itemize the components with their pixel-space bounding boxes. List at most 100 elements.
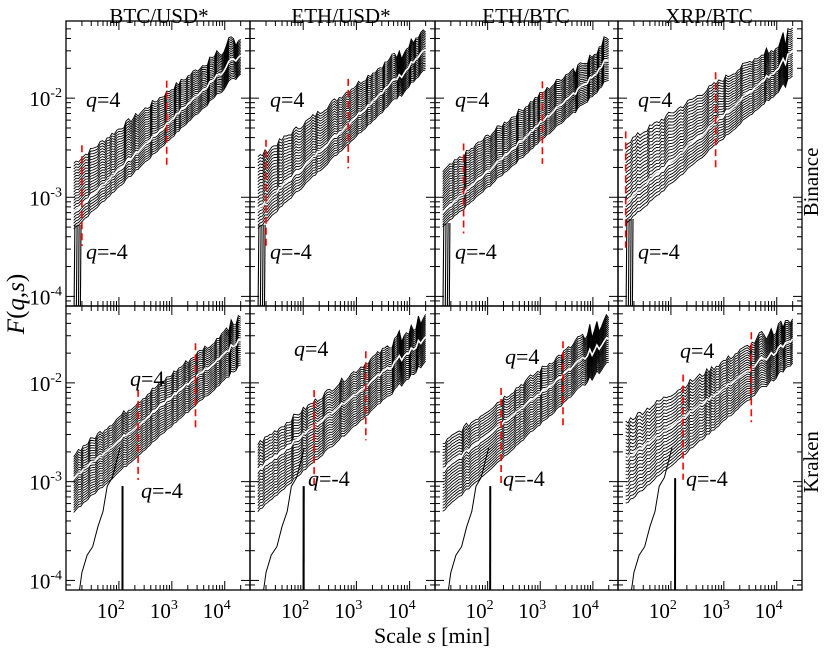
fluctuation-curve bbox=[73, 67, 241, 218]
fluctuation-curve bbox=[442, 51, 609, 192]
fluctuation-curve-lowq bbox=[79, 447, 121, 590]
fluctuation-curve bbox=[442, 71, 609, 216]
x-tick-label: 104 bbox=[203, 598, 231, 623]
fluctuation-curve bbox=[73, 73, 242, 230]
fluctuation-curve-q2 bbox=[73, 338, 241, 480]
x-tick-label: 102 bbox=[649, 598, 677, 623]
fluctuation-curve bbox=[257, 43, 426, 183]
fluctuation-curve bbox=[442, 315, 610, 448]
fluctuation-curve bbox=[442, 328, 610, 465]
fluctuation-curve bbox=[73, 354, 241, 501]
fluctuation-curve bbox=[625, 48, 793, 181]
fluctuation-curve bbox=[257, 67, 426, 226]
fluctuation-curve-drop bbox=[79, 224, 82, 306]
fluctuation-curve bbox=[625, 326, 794, 438]
fluctuation-curve bbox=[73, 341, 241, 487]
fluctuation-curve bbox=[625, 56, 793, 194]
fluctuation-curve bbox=[442, 347, 609, 492]
fluctuation-curve-q2 bbox=[257, 336, 427, 472]
fluctuation-curve-q2 bbox=[257, 49, 426, 210]
fluctuation-curve bbox=[625, 54, 793, 191]
fluctuation-curve bbox=[73, 36, 241, 164]
fluctuation-curve bbox=[73, 49, 241, 184]
x-tick-label: 104 bbox=[571, 598, 599, 623]
fluctuation-curve bbox=[625, 328, 794, 442]
fluctuation-curve bbox=[625, 330, 794, 445]
fluctuation-curve bbox=[73, 323, 241, 467]
fluctuation-curve bbox=[442, 74, 609, 221]
fluctuation-curve bbox=[625, 339, 794, 462]
fluctuation-curve-drop bbox=[263, 224, 266, 306]
fluctuation-curve bbox=[625, 69, 794, 215]
fluctuation-curve-drop bbox=[625, 218, 628, 306]
fluctuation-curve-drop bbox=[259, 224, 262, 306]
fluctuation-curve bbox=[625, 44, 793, 174]
panel-kraken-0: q=4 q=-4 102 103 104 10-4 10-3 10-2 bbox=[29, 305, 251, 623]
fluctuation-curve bbox=[625, 40, 793, 167]
fluctuation-curve bbox=[73, 43, 241, 176]
fluctuation-curve bbox=[625, 29, 793, 150]
fluctuation-curve bbox=[73, 334, 241, 479]
fluctuation-curve bbox=[257, 41, 426, 179]
y-tick-label: 10-2 bbox=[29, 86, 62, 111]
q-label-max: q=4 bbox=[270, 87, 304, 112]
fluctuation-curve bbox=[442, 49, 609, 190]
fluctuation-curve bbox=[73, 57, 241, 198]
fluctuation-curve bbox=[73, 47, 241, 181]
fluctuation-curve bbox=[442, 42, 609, 180]
fluctuation-curve bbox=[257, 69, 426, 229]
fluctuation-curve bbox=[257, 316, 426, 448]
fluctuation-curve-drop bbox=[257, 224, 260, 306]
x-tick-label: 102 bbox=[97, 598, 125, 623]
fluctuation-curve bbox=[73, 41, 241, 173]
fluctuation-curve bbox=[257, 324, 426, 460]
fluctuation-curve bbox=[442, 324, 610, 459]
fluctuation-curve bbox=[625, 67, 793, 211]
fluctuation-curve bbox=[625, 31, 793, 153]
fluctuation-curve bbox=[442, 326, 610, 462]
fluctuation-curve bbox=[625, 322, 794, 431]
fluctuation-curve bbox=[73, 45, 241, 178]
fluctuation-curve bbox=[257, 56, 426, 204]
fluctuation-curve bbox=[257, 354, 426, 504]
fluctuation-curve bbox=[73, 317, 241, 460]
fluctuation-curve bbox=[442, 44, 609, 182]
fluctuation-curve bbox=[257, 342, 426, 486]
fluctuation-curve bbox=[625, 318, 794, 424]
x-tick-label: 102 bbox=[466, 598, 494, 623]
fluctuation-curve bbox=[73, 358, 241, 506]
fluctuation-curve bbox=[625, 362, 794, 504]
fluctuation-curve bbox=[257, 32, 426, 164]
fluctuation-curve bbox=[442, 76, 609, 223]
fluctuation-curve bbox=[73, 72, 241, 227]
fluctuation-curve bbox=[73, 347, 241, 494]
fluctuation-curve bbox=[442, 36, 609, 173]
fluctuation-curve bbox=[625, 320, 794, 428]
fluctuation-curve bbox=[257, 64, 426, 220]
fluctuation-curve bbox=[625, 353, 794, 486]
fluctuation-curve bbox=[257, 322, 426, 457]
panel-grid: q=4 q=-4 10-4 10-3 10-2 q=4 q=-4 q=4 q=-4 q=4 q=-4… bbox=[29, 20, 803, 623]
fluctuation-curve bbox=[257, 314, 426, 446]
panel-binance-1: q=4 q=-4 bbox=[249, 20, 436, 307]
fluctuation-curve-drop bbox=[77, 224, 80, 306]
fluctuation-curve bbox=[257, 330, 426, 469]
fluctuation-curve bbox=[257, 344, 426, 489]
y-tick-label: 10-2 bbox=[29, 371, 62, 396]
q-label-min: q=-4 bbox=[503, 466, 545, 491]
fluctuation-curve bbox=[625, 341, 794, 466]
fluctuation-curve bbox=[625, 50, 793, 184]
x-tick-label: 104 bbox=[388, 598, 416, 623]
fluctuation-curve bbox=[625, 351, 794, 483]
q-label-max: q=4 bbox=[638, 87, 672, 112]
fluctuation-curve-drop bbox=[261, 224, 264, 306]
fluctuation-curve-drop bbox=[444, 222, 447, 306]
fluctuation-curve bbox=[625, 33, 793, 157]
fluctuation-curve bbox=[257, 45, 426, 186]
fluctuation-curve bbox=[625, 42, 793, 170]
fluctuation-curve bbox=[442, 46, 609, 185]
fluctuation-curve bbox=[442, 355, 609, 503]
q-label-max: q=4 bbox=[680, 338, 714, 363]
fluctuation-curve bbox=[442, 360, 609, 509]
